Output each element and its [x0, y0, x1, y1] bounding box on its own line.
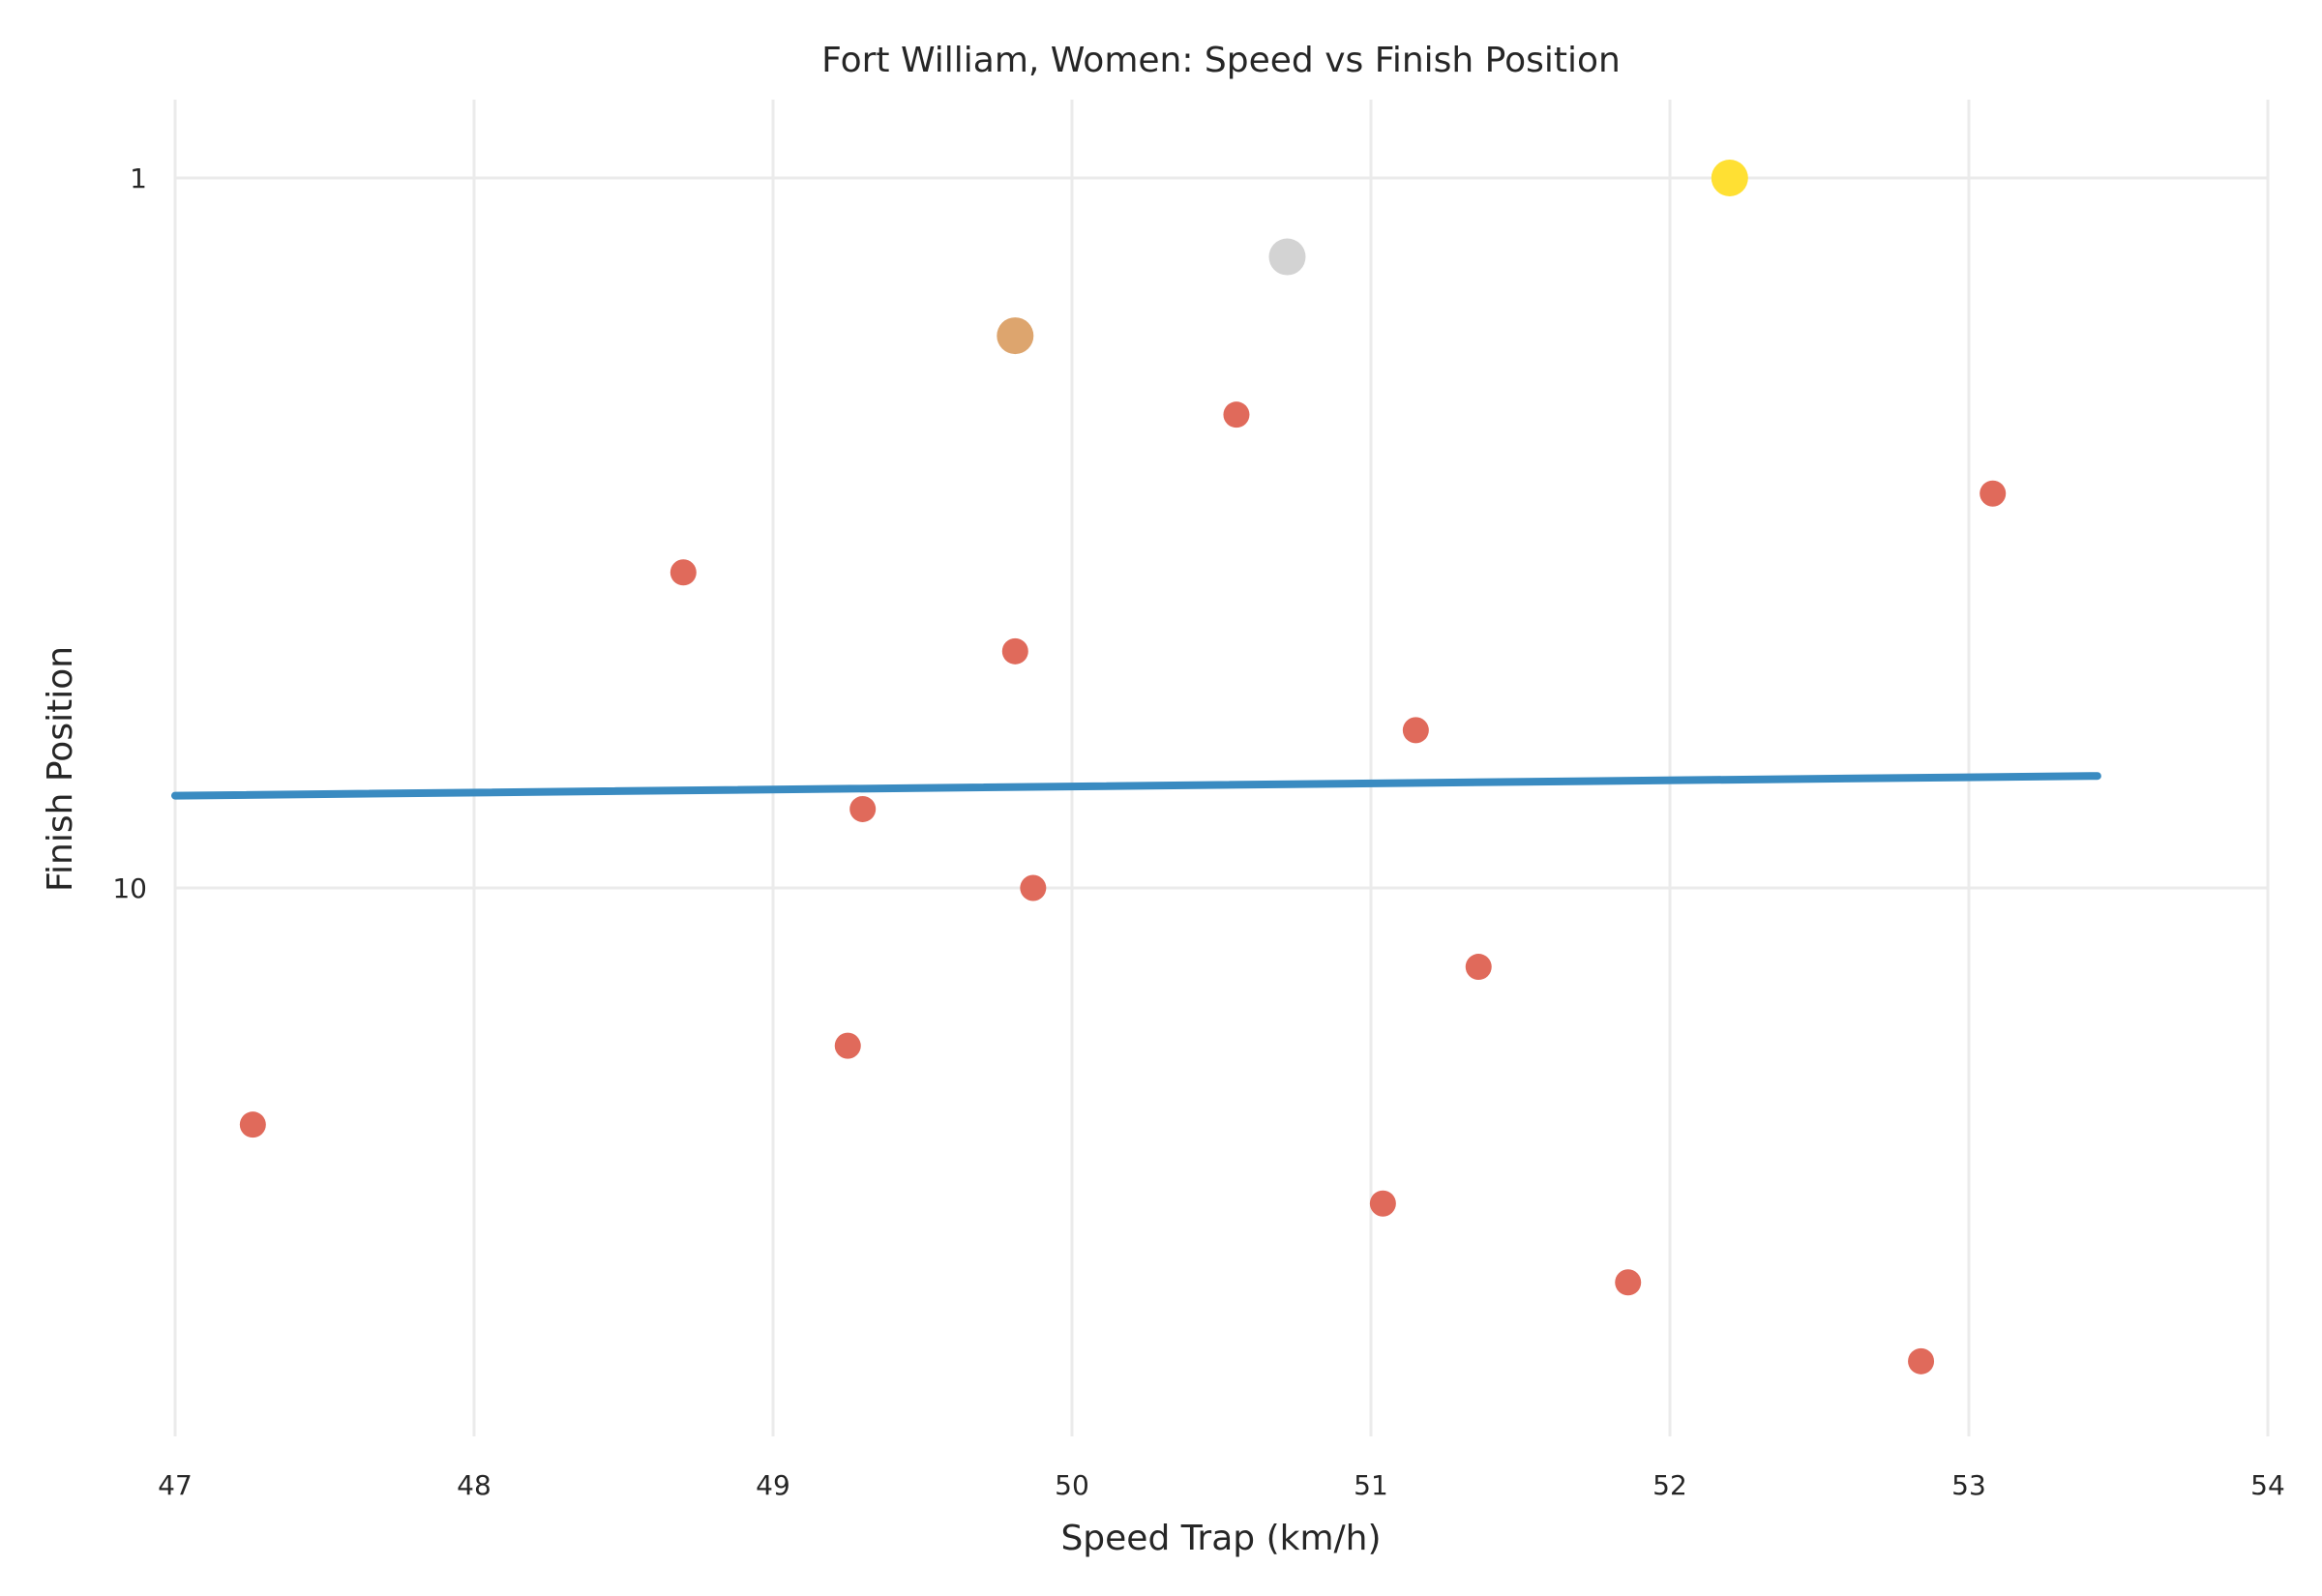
data-point — [1402, 717, 1429, 744]
x-tick-label: 48 — [457, 1469, 491, 1501]
trend-line-layer — [171, 772, 2101, 800]
grid — [173, 100, 2270, 1436]
data-point — [1908, 1347, 1935, 1374]
y-tick-labels: 1 10 — [112, 163, 147, 904]
x-tick-label: 51 — [1354, 1469, 1388, 1501]
data-point — [1369, 1190, 1396, 1217]
x-tick-label: 50 — [1055, 1469, 1089, 1501]
y-tick-label: 10 — [112, 872, 147, 904]
chart-title: Fort William, Women: Speed vs Finish Pos… — [821, 41, 1621, 80]
x-tick-labels: 47 48 49 50 51 52 53 54 — [158, 1469, 2285, 1501]
data-point — [1020, 874, 1047, 901]
data-point — [1711, 160, 1748, 196]
trend-line — [171, 772, 2101, 800]
data-point — [239, 1111, 266, 1138]
x-tick-label: 52 — [1652, 1469, 1687, 1501]
data-point — [997, 317, 1034, 355]
x-axis-label: Speed Trap (km/h) — [1060, 1519, 1381, 1558]
y-axis-label: Finish Position — [41, 646, 80, 892]
data-point — [670, 559, 697, 586]
x-tick-label: 54 — [2250, 1469, 2285, 1501]
data-point — [1615, 1269, 1642, 1296]
data-point — [1268, 238, 1306, 276]
x-tick-label: 53 — [1951, 1469, 1986, 1501]
data-point — [1980, 480, 2007, 507]
y-tick-label: 1 — [130, 163, 147, 194]
x-tick-label: 49 — [756, 1469, 790, 1501]
data-point — [1465, 954, 1492, 981]
data-point — [834, 1032, 861, 1059]
data-point — [1223, 401, 1250, 429]
points-layer — [239, 160, 2007, 1374]
x-tick-label: 47 — [158, 1469, 193, 1501]
data-point — [1001, 637, 1028, 665]
data-point — [849, 795, 877, 822]
